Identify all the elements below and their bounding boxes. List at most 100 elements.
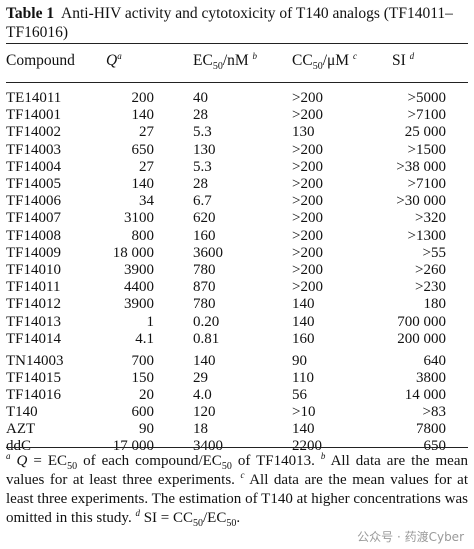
table-caption: Table 1 Anti-HIV activity and cytotoxici… (6, 4, 468, 42)
q-cell: 140 (131, 107, 155, 124)
cc50-cell: >200 (292, 193, 323, 210)
cc50-cell: >10 (292, 404, 316, 420)
compound-cell: TF14010 (6, 262, 62, 278)
compound-cell: TF14012 (6, 296, 62, 313)
si-cell: 180 (423, 296, 447, 313)
cc50-cell: 140 (292, 313, 315, 330)
compound-cell: TF14006 (6, 193, 62, 210)
compound-cell: ddC (6, 438, 32, 454)
q-cell: 200 (131, 90, 155, 106)
q-cell: 4400 (124, 279, 154, 296)
header-rule (6, 82, 468, 83)
ec50-cell: 28 (193, 176, 208, 192)
si-cell: 3800 (416, 370, 446, 387)
cc50-cell: >200 (292, 279, 323, 296)
table-row: TF14002 27 5.3 130 25 000 (0, 124, 474, 141)
si-cell: >38 000 (396, 158, 446, 175)
compound-cell: TF14016 (6, 387, 62, 404)
table-label: Table 1 (6, 5, 55, 22)
cc50-cell: >200 (292, 176, 323, 192)
q-cell: 650 (131, 141, 155, 158)
header-q: Qa (106, 50, 122, 69)
si-cell: 640 (423, 353, 447, 369)
compound-cell: TF14015 (6, 370, 62, 387)
si-cell: >7100 (407, 107, 446, 124)
table-row: TF14008 800 160 >200 >1300 (0, 228, 474, 245)
q-cell: 700 (131, 353, 155, 369)
compound-cell: TF14007 (6, 210, 62, 227)
q-cell: 140 (131, 176, 155, 192)
cc50-cell: >200 (292, 244, 323, 261)
ec50-cell: 4.0 (193, 387, 212, 404)
ec50-cell: 5.3 (193, 158, 212, 175)
ec50-cell: 29 (193, 370, 208, 387)
compound-cell: TN14003 (6, 353, 64, 369)
q-cell: 1 (146, 313, 155, 330)
ec50-cell: 620 (193, 210, 216, 227)
cc50-cell: >200 (292, 227, 323, 244)
cc50-cell: 2200 (292, 438, 322, 454)
header-ec50: EC50/nM b (193, 50, 258, 73)
table-row: TF14011 4400 870 >200 >230 (0, 279, 474, 296)
q-cell: 20 (139, 387, 154, 404)
q-cell: 17 000 (112, 438, 154, 454)
table-row: TF14007 3100 620 >200 >320 (0, 210, 474, 227)
table-row: TF14001 140 28 >200 >7100 (0, 107, 474, 124)
header-compound: Compound (6, 52, 75, 69)
si-cell: 7800 (416, 421, 446, 437)
ec50-cell: 780 (193, 296, 216, 313)
compound-cell: TF14002 (6, 124, 62, 141)
ec50-cell: 6.7 (193, 193, 212, 210)
si-cell: >30 000 (396, 193, 446, 210)
table-row: TF14006 34 6.7 >200 >30 000 (0, 193, 474, 210)
cc50-cell: 160 (292, 330, 315, 347)
q-cell: 27 (139, 158, 154, 175)
ec50-cell: 40 (193, 90, 208, 106)
ec50-cell: 28 (193, 107, 208, 124)
ec50-cell: 120 (193, 404, 216, 420)
si-cell: >320 (415, 210, 446, 227)
compound-cell: TF14005 (6, 176, 62, 192)
si-cell: >1300 (407, 227, 446, 244)
header-si: SI d (392, 50, 415, 69)
q-cell: 800 (131, 227, 155, 244)
si-cell: 200 000 (397, 330, 446, 347)
ec50-cell: 160 (193, 227, 216, 244)
table-row: TF14004 27 5.3 >200 >38 000 (0, 159, 474, 176)
cc50-cell: >200 (292, 210, 323, 227)
si-cell: 700 000 (397, 313, 446, 330)
ec50-cell: 0.81 (193, 330, 220, 347)
ec50-cell: 3600 (193, 244, 223, 261)
si-cell: 14 000 (404, 387, 446, 404)
ec50-cell: 140 (193, 353, 216, 369)
table-row: TF14005 140 28 >200 >7100 (0, 176, 474, 193)
cc50-cell: 110 (292, 370, 314, 387)
table-footnote: a Q = EC50 of each compound/EC50 of TF14… (6, 451, 468, 529)
ec50-cell: 130 (193, 141, 216, 158)
q-cell: 18 000 (112, 244, 154, 261)
header-cc50: CC50/μM c (292, 50, 357, 73)
table-row: TF14003 650 130 >200 >1500 (0, 142, 474, 159)
bottom-rule (6, 447, 468, 448)
table-row: TF14012 3900 780 140 180 (0, 296, 474, 313)
q-cell: 90 (139, 421, 154, 437)
si-cell: 25 000 (404, 124, 446, 141)
compound-cell: TF14004 (6, 158, 62, 175)
cc50-cell: >200 (292, 141, 323, 158)
table-row: T140 600 120 >10 >83 (0, 404, 474, 421)
compound-cell: TF14011 (6, 279, 61, 296)
table-row: TF14015 150 29 110 3800 (0, 370, 474, 387)
table-row: TF14016 20 4.0 56 14 000 (0, 387, 474, 404)
table-row: TF14014 4.1 0.81 160 200 000 (0, 331, 474, 348)
top-rule (6, 43, 468, 44)
q-cell: 3900 (124, 296, 154, 313)
compound-cell: TF14008 (6, 227, 62, 244)
cc50-cell: 90 (292, 353, 307, 369)
table-row: TE14011 200 40 >200 >5000 (0, 90, 474, 107)
ec50-cell: 18 (193, 421, 208, 437)
si-cell: >1500 (407, 141, 446, 158)
ec50-cell: 5.3 (193, 124, 212, 141)
q-cell: 4.1 (135, 330, 154, 347)
q-cell: 34 (139, 193, 154, 210)
